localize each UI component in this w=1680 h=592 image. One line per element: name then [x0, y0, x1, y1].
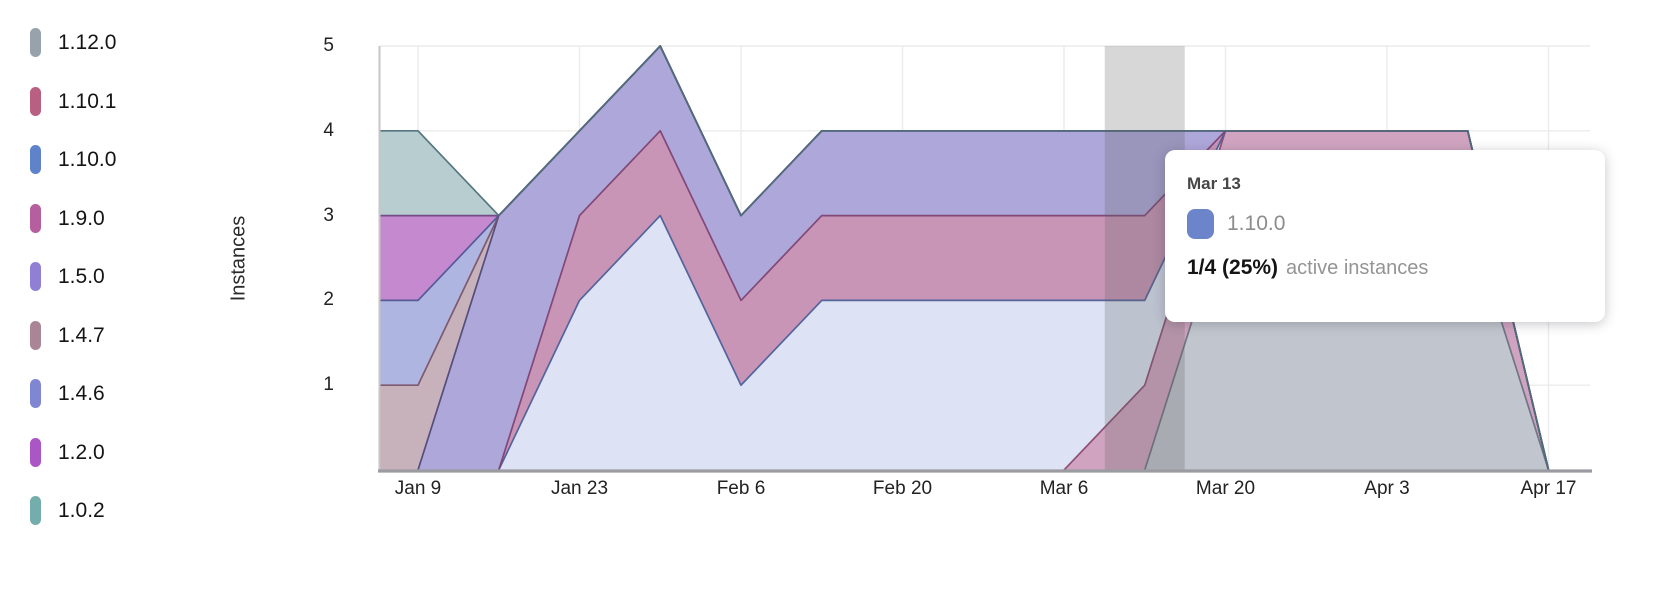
- x-tick-label: Jan 9: [394, 478, 442, 499]
- legend-item-1.10.1[interactable]: 1.10.1: [30, 86, 117, 116]
- legend-swatch: [30, 379, 41, 408]
- tooltip-series-name: 1.10.0: [1227, 212, 1286, 235]
- y-tick-label: 1: [323, 374, 334, 396]
- legend-swatch: [30, 496, 41, 525]
- legend-item-1.12.0[interactable]: 1.12.0: [30, 28, 116, 57]
- x-tick-label: Mar 6: [1039, 478, 1089, 499]
- legend-item-1.4.6[interactable]: 1.4.6: [30, 379, 116, 408]
- hover-tooltip: Mar 13 1.10.0 1/4 (25%) active instances: [1165, 150, 1605, 322]
- legend-item-label: 1.0.2: [58, 499, 105, 522]
- tooltip-value: 1/4 (25%): [1187, 256, 1279, 279]
- y-tick-label: 4: [323, 119, 334, 141]
- legend-item-label: 1.10.1: [58, 89, 117, 113]
- legend-item-1.2.0[interactable]: 1.2.0: [30, 437, 116, 467]
- legend-item-label: 1.4.6: [58, 382, 105, 405]
- tooltip-caption: active instances: [1286, 257, 1429, 279]
- legend-swatch: [30, 28, 41, 57]
- y-tick-label: 3: [323, 204, 334, 226]
- x-tick-label: Feb 20: [872, 478, 933, 499]
- x-tick-label: Apr 17: [1520, 478, 1577, 499]
- x-tick-label: Feb 6: [716, 478, 766, 499]
- legend-item-1.9.0[interactable]: 1.9.0: [30, 203, 116, 233]
- legend-item-label: 1.5.0: [58, 265, 105, 288]
- legend-item-1.0.2[interactable]: 1.0.2: [30, 496, 116, 525]
- legend-swatch: [30, 86, 41, 116]
- legend-item-1.10.0[interactable]: 1.10.0: [30, 145, 116, 174]
- legend-swatch: [30, 437, 41, 467]
- area-1.9.0: [380, 130, 1549, 471]
- legend-swatch: [30, 320, 41, 350]
- legend-swatch: [30, 203, 41, 233]
- legend-item-1.5.0[interactable]: 1.5.0: [30, 262, 116, 291]
- x-tick-label: Jan 23: [550, 478, 609, 499]
- legend-item-label: 1.12.0: [58, 31, 117, 54]
- legend-swatch: [30, 262, 41, 291]
- legend-item-label: 1.2.0: [58, 440, 105, 464]
- area-1.5.0: [380, 46, 1549, 470]
- tooltip-value-row: 1/4 (25%) active instances: [1187, 256, 1605, 280]
- legend-item-label: 1.4.7: [58, 323, 105, 347]
- x-tick-label: Mar 20: [1195, 478, 1256, 499]
- y-tick-label: 5: [323, 35, 334, 56]
- legend-item-label: 1.9.0: [58, 206, 105, 230]
- chart-legend: 1.12.0 1.10.1 1.10.0 1.9.0 1.5.0 1.4.7 1…: [30, 28, 116, 525]
- tooltip-date: Mar 13: [1187, 174, 1241, 193]
- x-tick-label: Apr 3: [1364, 478, 1410, 499]
- boundary-line-1.0.2: [380, 45, 1550, 471]
- legend-swatch: [30, 145, 41, 174]
- legend-item-1.4.7[interactable]: 1.4.7: [30, 320, 116, 350]
- tooltip-series-swatch: [1187, 209, 1214, 239]
- legend-item-label: 1.10.0: [58, 148, 117, 171]
- y-tick-label: 2: [323, 289, 334, 311]
- tooltip-series-row: 1.10.0: [1187, 209, 1605, 239]
